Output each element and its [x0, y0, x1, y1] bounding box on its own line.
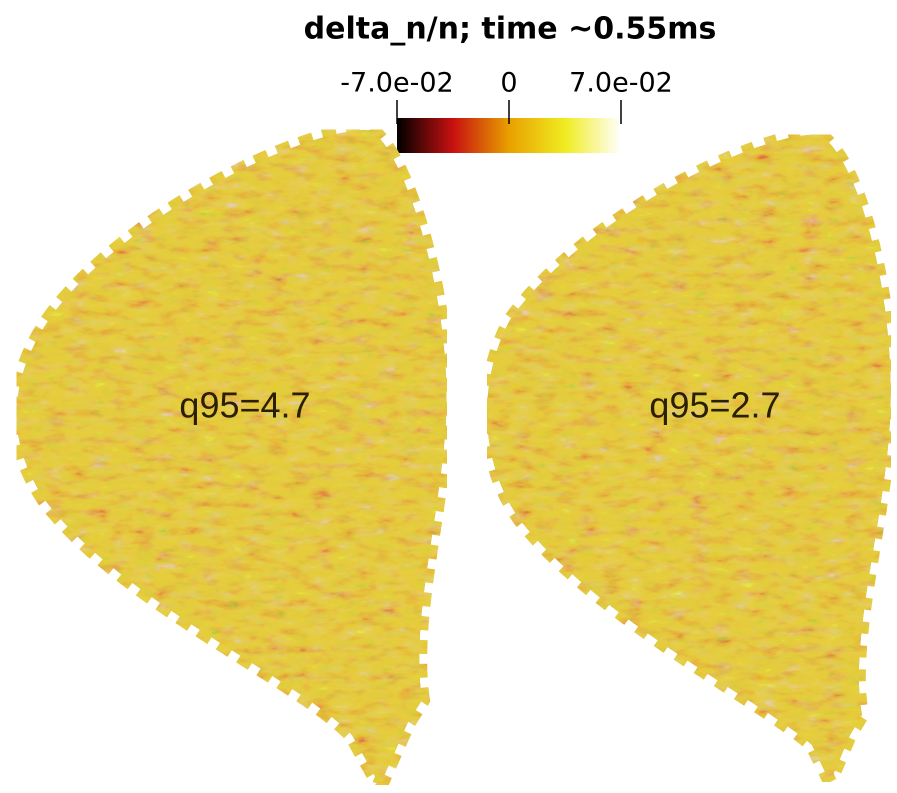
panel: q95=2.7 — [480, 127, 897, 793]
panel-label: q95=2.7 — [649, 385, 780, 426]
colorbar-tick-label: 0 — [500, 68, 517, 99]
colorbar-tick-label: 7.0e-02 — [569, 68, 673, 99]
fluctuation-field — [480, 127, 897, 793]
panel-label: q95=4.7 — [179, 385, 310, 426]
fluctuation-field — [8, 121, 455, 793]
chart-title: delta_n/n; time ~0.55ms — [304, 12, 717, 47]
panel: q95=4.7 — [8, 121, 455, 793]
colorbar-tick-label: -7.0e-02 — [340, 68, 453, 99]
